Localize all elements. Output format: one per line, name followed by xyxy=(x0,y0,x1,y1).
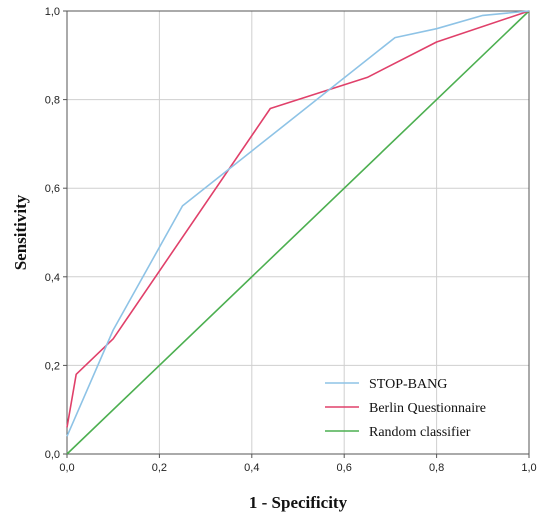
y-tick-label: 0,2 xyxy=(45,360,60,372)
x-tick-label: 0,2 xyxy=(152,462,167,474)
x-tick-label: 0,8 xyxy=(429,462,444,474)
x-tick-label: 0,6 xyxy=(337,462,352,474)
x-tick-label: 0,4 xyxy=(244,462,259,474)
y-tick-label: 0,4 xyxy=(45,272,60,284)
x-tick-label: 0,0 xyxy=(59,462,74,474)
x-tick-label: 1,0 xyxy=(521,462,536,474)
y-tick-label: 0,0 xyxy=(45,449,60,461)
y-ticks: 0,0 0,2 0,4 0,6 0,8 1,0 xyxy=(45,6,67,461)
plot-frame xyxy=(66,10,530,455)
y-tick-label: 0,6 xyxy=(45,183,60,195)
series-line-stop-bang xyxy=(66,10,530,437)
legend-label: STOP-BANG xyxy=(369,377,447,392)
x-axis-title: 1 - Specificity xyxy=(249,493,348,512)
y-axis-title: Sensitivity xyxy=(11,194,30,270)
series-line-random-classifier xyxy=(66,10,530,455)
series-line-berlin-questionnaire xyxy=(66,10,530,428)
legend: STOP-BANG Berlin Questionnaire Random clas… xyxy=(325,377,486,440)
x-ticks: 0,0 0,2 0,4 0,6 0,8 1,0 xyxy=(59,454,537,474)
legend-label: Berlin Questionnaire xyxy=(369,401,486,416)
y-tick-label: 1,0 xyxy=(45,6,60,18)
y-tick-label: 0,8 xyxy=(45,95,60,107)
series-layer xyxy=(66,10,530,455)
legend-label: Random classifier xyxy=(369,425,471,440)
